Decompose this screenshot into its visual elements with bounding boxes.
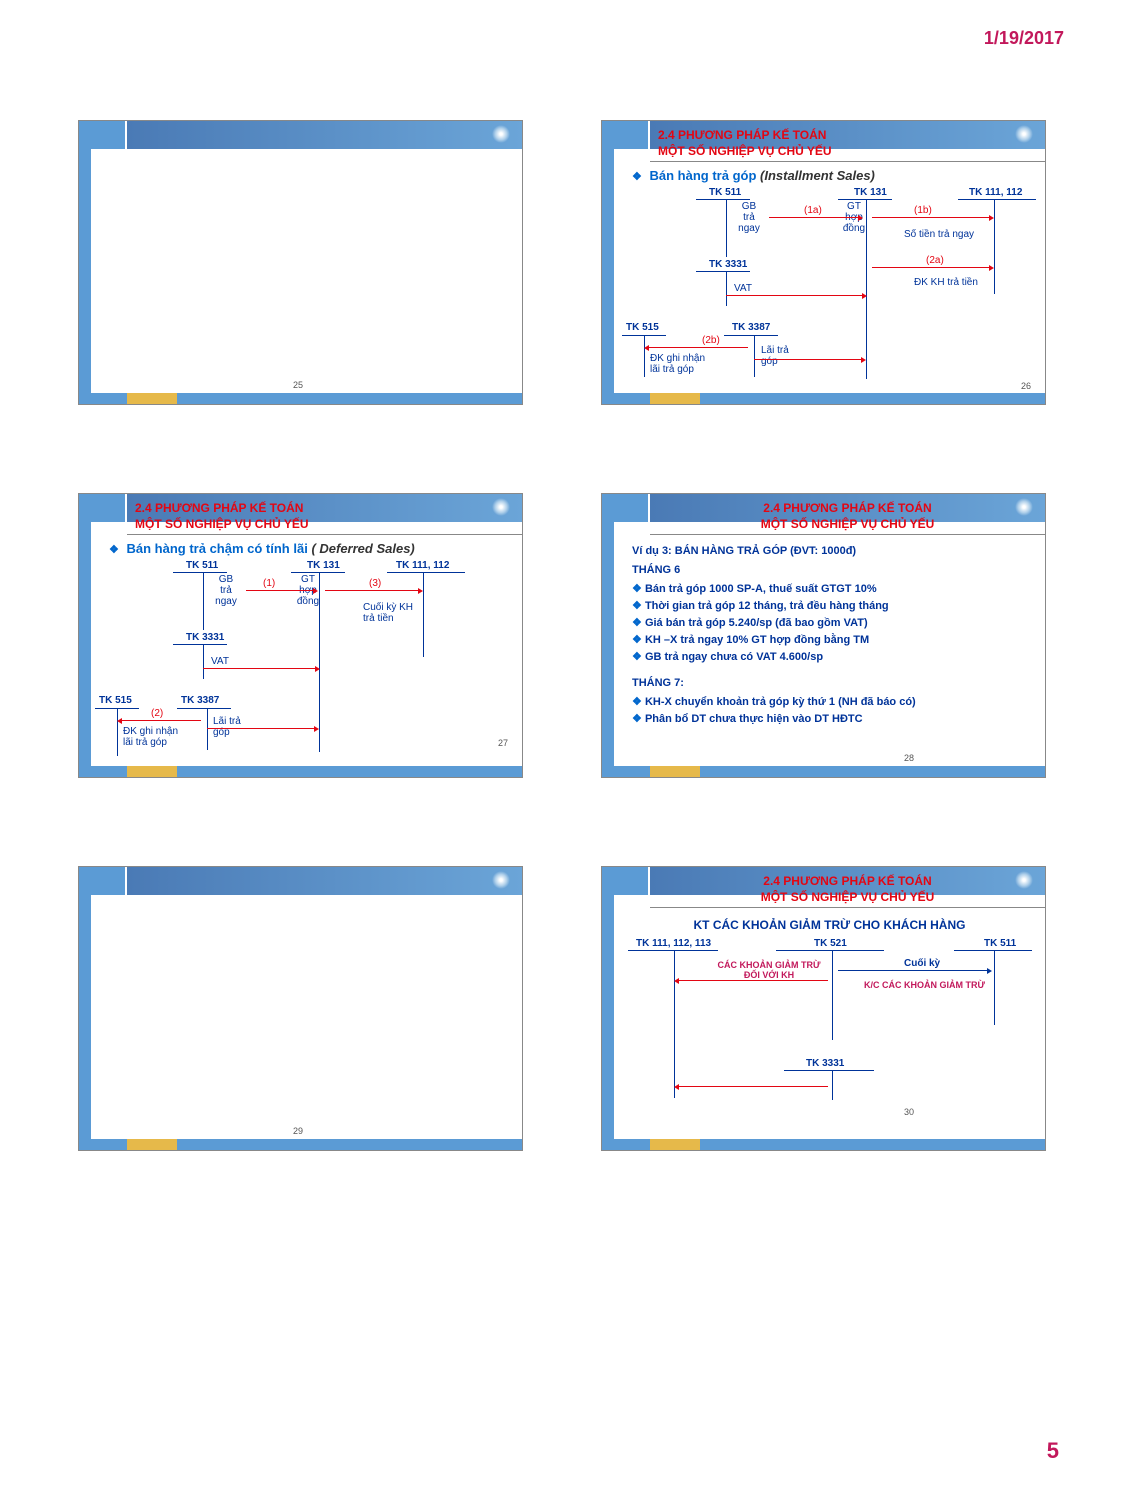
slide-number: 25 xyxy=(293,380,303,390)
slide-number: 28 xyxy=(904,753,914,763)
slide-number: 29 xyxy=(293,1126,303,1136)
diagram-30: TK 111, 112, 113 TK 521 TK 511 TK 3331 C… xyxy=(614,938,1045,1113)
page-date: 1/19/2017 xyxy=(984,28,1064,49)
slide-title-l1: 2.4 PHƯƠNG PHÁP KẾ TOÁN xyxy=(650,128,1045,144)
section-title: ❖ Bán hàng trả chậm có tính lãi ( Deferr… xyxy=(91,535,522,560)
diagram-27: TK 511 TK 131 TK 111, 112 TK 3331 TK 515… xyxy=(91,560,522,760)
slide-title-l1: 2.4 PHƯƠNG PHÁP KẾ TOÁN xyxy=(127,501,522,517)
diamond-icon: ❖ xyxy=(109,544,119,556)
kt-title: KT CÁC KHOẢN GIẢM TRỪ CHO KHÁCH HÀNG xyxy=(614,908,1045,938)
slide-25: 25 xyxy=(78,120,523,405)
slide-27: 2.4 PHƯƠNG PHÁP KẾ TOÁN MỘT SỐ NGHIỆP VỤ… xyxy=(78,493,523,778)
page-number: 5 xyxy=(1047,1438,1059,1464)
diamond-icon: ❖ xyxy=(632,171,642,183)
diagram-26: TK 511 TK 131 TK 111, 112 TK 3331 TK 515… xyxy=(614,187,1045,387)
slide-title-l2: MỘT SỐ NGHIỆP VỤ CHỦ YẾU xyxy=(650,144,1045,160)
slide-29: 29 xyxy=(78,866,523,1151)
slide-title-l1: 2.4 PHƯƠNG PHÁP KẾ TOÁN xyxy=(650,874,1045,890)
slide-28: 2.4 PHƯƠNG PHÁP KẾ TOÁN MỘT SỐ NGHIỆP VỤ… xyxy=(601,493,1046,778)
slide-26: 2.4 PHƯƠNG PHÁP KẾ TOÁN MỘT SỐ NGHIỆP VỤ… xyxy=(601,120,1046,405)
slide-title-l1: 2.4 PHƯƠNG PHÁP KẾ TOÁN xyxy=(650,501,1045,517)
example-body: Ví dụ 3: BÁN HÀNG TRẢ GÓP (ĐVT: 1000đ) T… xyxy=(614,535,1045,735)
slide-number: 27 xyxy=(498,738,508,748)
slide-number: 30 xyxy=(904,1107,914,1117)
slide-title-l2: MỘT SỐ NGHIỆP VỤ CHỦ YẾU xyxy=(650,890,1045,906)
slide-30: 2.4 PHƯƠNG PHÁP KẾ TOÁN MỘT SỐ NGHIỆP VỤ… xyxy=(601,866,1046,1151)
section-title: ❖ Bán hàng trả góp (Installment Sales) xyxy=(614,162,1045,187)
slides-grid: 25 2.4 PHƯƠNG PHÁP KẾ TOÁN MỘT SỐ NGHIỆP… xyxy=(78,120,1046,1151)
slide-number: 26 xyxy=(1021,381,1031,391)
slide-title-l2: MỘT SỐ NGHIỆP VỤ CHỦ YẾU xyxy=(650,517,1045,533)
slide-title-l2: MỘT SỐ NGHIỆP VỤ CHỦ YẾU xyxy=(127,517,522,533)
